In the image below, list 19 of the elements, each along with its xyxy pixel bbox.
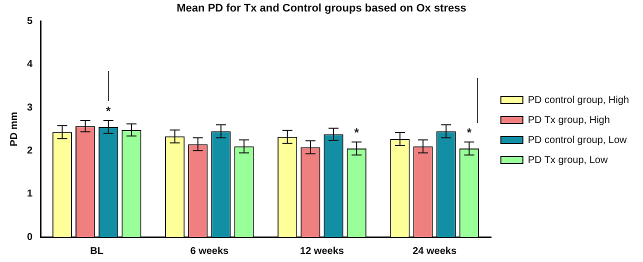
legend-label: PD control group, Low: [528, 134, 628, 146]
legend-label: PD Tx group, Low: [528, 154, 608, 166]
annotation: *: [106, 104, 112, 118]
y-tick-label: 4: [27, 59, 33, 70]
x-tick-label: BL: [90, 246, 104, 257]
x-tick-label: 6 weeks: [190, 246, 230, 257]
y-tick-label: 3: [27, 102, 33, 114]
x-tick-label: 12 weeks: [300, 246, 344, 257]
y-tick-label: 5: [27, 16, 33, 27]
y-tick-label: 1: [27, 188, 33, 200]
legend-label: PD Tx group, High: [528, 114, 610, 126]
chart-title: Mean PD for Tx and Control groups based on Ox stress: [176, 2, 466, 15]
y-tick-label: 0: [27, 232, 33, 243]
y-axis-title: PD mm: [8, 112, 20, 146]
x-tick-label: 24 weeks: [412, 246, 457, 257]
annotation: *: [354, 125, 360, 140]
annotation: *: [466, 125, 472, 140]
legend-label: PD control group, High: [528, 94, 630, 106]
y-tick-label: 2: [27, 145, 33, 156]
